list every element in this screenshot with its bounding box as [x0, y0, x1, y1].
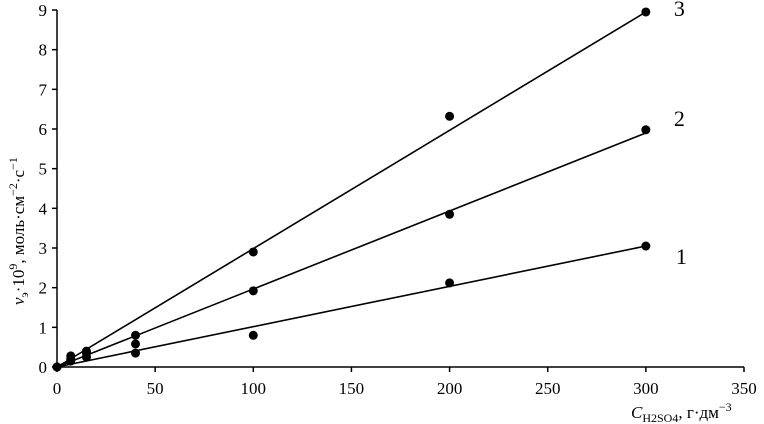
fit-line-series-2 [56, 132, 647, 368]
x-tick-label: 250 [535, 379, 561, 398]
data-point-series-1 [131, 348, 141, 358]
data-points [52, 7, 651, 372]
x-tick-label: 50 [147, 379, 164, 398]
data-point-series-3 [641, 7, 651, 17]
data-point-series-3 [81, 346, 91, 356]
y-axis-title-sup3: −1 [6, 157, 20, 170]
data-point-series-2 [445, 209, 455, 219]
y-tick-label: 5 [39, 160, 48, 179]
data-point-series-1 [641, 241, 651, 251]
y-axis-title: vэ·109, моль·см−2·с−1 [6, 157, 31, 305]
data-point-series-3 [248, 247, 258, 257]
y-axis-title-rest1: , моль·см [9, 196, 28, 264]
fit-line-series-3 [56, 11, 647, 368]
x-ticks: 0 50 100 150 200 250 300 350 [53, 367, 757, 398]
x-tick-label: 150 [339, 379, 365, 398]
data-point-series-2 [131, 339, 141, 349]
y-tick-label: 4 [39, 199, 48, 218]
x-axis-title: CH2SO4, г·дм−3 [631, 400, 732, 424]
x-axis-title-sub: H2SO4 [642, 411, 678, 424]
y-tick-label: 9 [39, 1, 48, 20]
y-tick-label: 0 [39, 358, 48, 377]
y-axis-title-mid: ·10 [9, 270, 28, 293]
x-tick-label: 100 [241, 379, 267, 398]
data-point-series-1 [248, 330, 258, 340]
series-label-1: 1 [676, 244, 687, 269]
data-point-series-1 [445, 278, 455, 288]
y-tick-label: 3 [39, 239, 48, 258]
y-axis-title-sub: э [17, 292, 31, 297]
axes [56, 10, 744, 368]
data-point-series-2 [248, 286, 258, 296]
x-tick-label: 350 [731, 379, 757, 398]
fit-line-series-1 [56, 245, 647, 368]
y-axis-title-sup2: −2 [6, 183, 20, 196]
series-labels: 1 2 3 [674, 0, 687, 269]
x-axis-title-sup: −3 [719, 400, 732, 414]
y-axis-title-sup1: 9 [6, 264, 20, 270]
data-point-series-3 [52, 362, 62, 372]
x-axis-title-main: C [631, 403, 643, 422]
series-label-3: 3 [674, 0, 685, 21]
y-ticks: 0 1 2 3 4 5 6 7 8 9 [39, 1, 57, 377]
y-axis-title-rest2: ·с [9, 169, 28, 183]
series-label-2: 2 [674, 106, 685, 131]
x-axis-title-rest: , г·дм [678, 403, 719, 422]
fit-lines [56, 11, 647, 368]
data-point-series-3 [131, 330, 141, 340]
data-point-series-3 [66, 351, 76, 361]
y-axis-title-main: v [9, 297, 28, 305]
x-tick-label: 200 [437, 379, 463, 398]
y-tick-label: 7 [39, 80, 48, 99]
y-tick-label: 2 [39, 279, 48, 298]
y-tick-label: 8 [39, 41, 48, 60]
y-tick-label: 1 [39, 318, 48, 337]
x-tick-label: 0 [53, 379, 62, 398]
y-tick-label: 6 [39, 120, 48, 139]
data-point-series-3 [445, 111, 455, 121]
x-tick-label: 300 [633, 379, 659, 398]
data-point-series-2 [641, 125, 651, 135]
